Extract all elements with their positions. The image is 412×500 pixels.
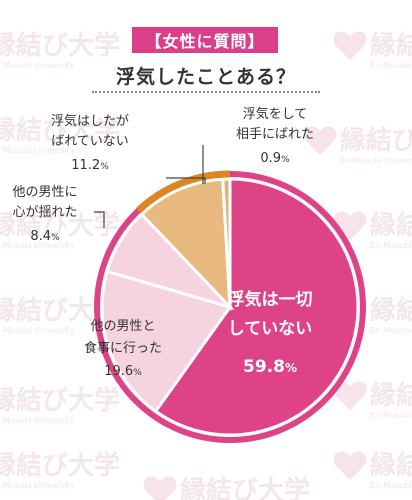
watermark-sub-text: En-Musubi University xyxy=(0,416,75,425)
watermark-tile: 縁結び大学En-Musubi University xyxy=(303,125,412,165)
watermark-tile: 縁結び大学En-Musubi University xyxy=(0,210,120,250)
watermark-logo-text: 縁結び大学 xyxy=(0,30,120,61)
heart-icon xyxy=(333,381,367,410)
pie-slice-1 xyxy=(153,177,360,437)
heart-icon xyxy=(143,476,177,500)
heart-icon xyxy=(333,451,367,480)
heart-icon xyxy=(333,31,367,60)
watermark-tile: 縁結び大学En-Musubi University xyxy=(0,450,120,490)
watermark-logo-text: 縁結び大学 xyxy=(370,380,412,411)
watermark-tile: 縁結び大学En-Musubi University xyxy=(333,450,412,490)
watermark-tile: 縁結び大学En-Musubi University xyxy=(333,210,412,250)
slice-label-line: 相手にばれた xyxy=(236,127,314,142)
watermark-tile: 縁結び大学En-Musubi University xyxy=(143,475,310,500)
title-divider xyxy=(92,91,320,93)
slice-label-line: 浮気はしたが xyxy=(51,113,129,129)
watermark-sub-text: En-Musubi University xyxy=(370,411,412,420)
watermark-tile: 縁結び大学En-Musubi University xyxy=(333,380,412,420)
watermark-sub-text: En-Musubi University xyxy=(0,146,75,155)
pie-highlight-arc xyxy=(135,170,231,214)
survey-question-title: 浮気したことある？ xyxy=(115,66,296,88)
watermark-sub-text: En-Musubi University xyxy=(370,481,412,490)
watermark-sub-text: En-Musubi University xyxy=(0,61,75,70)
slice-label-line: 浮気をして xyxy=(243,106,308,122)
heart-icon xyxy=(333,211,367,240)
watermark-logo-text: 縁結び大学 xyxy=(0,385,120,416)
watermark-logo-text: 縁結び大学 xyxy=(0,210,120,241)
watermark-logo-text: 縁結び大学 xyxy=(370,295,412,326)
watermark-tile: 縁結び大学En-Musubi University xyxy=(0,115,120,155)
watermark-logo-text: 縁結び大学 xyxy=(370,210,412,241)
watermark-logo-text: 縁結び大学 xyxy=(180,475,310,500)
watermark-tile: 縁結び大学En-Musubi University xyxy=(333,30,412,70)
watermark-sub-text: En-Musubi University xyxy=(370,326,412,335)
slice-label-line: 他の男性に xyxy=(12,185,77,200)
slice-value-label: 19.6% xyxy=(104,364,142,379)
slice-label-line: 他の男性と xyxy=(90,319,155,334)
question-category-tag: 【女性に質問】 xyxy=(132,27,278,53)
watermark-logo-text: 縁結び大学 xyxy=(0,115,120,146)
slice-label-line: 食事に行った xyxy=(84,340,162,356)
slice-label-line: 浮気は一切 xyxy=(228,289,313,310)
watermark-logo-text: 縁結び大学 xyxy=(370,450,412,481)
watermark-sub-text: En-Musubi University xyxy=(0,326,75,335)
pie-slice-2 xyxy=(100,269,233,414)
heart-icon xyxy=(303,126,337,155)
watermark-sub-text: En-Musubi University xyxy=(0,241,75,250)
slice-label-line: 心が揺れた xyxy=(12,205,77,220)
slice-value-label: 59.8% xyxy=(243,357,297,377)
slice-value-label: 0.9% xyxy=(260,151,290,166)
watermark-sub-text: En-Musubi University xyxy=(370,241,412,250)
slice-value-label: 11.2% xyxy=(71,158,109,173)
slice-label-line: していない xyxy=(228,319,313,339)
watermark-logo-text: 縁結び大学 xyxy=(0,450,120,481)
watermark-tile: 縁結び大学En-Musubi University xyxy=(0,385,120,425)
pie-slice-4 xyxy=(139,177,232,311)
pie-slice-5 xyxy=(221,177,232,308)
watermark-sub-text: En-Musubi University xyxy=(340,156,412,165)
slice-value-label: 8.4% xyxy=(30,229,60,244)
watermark-tile: 縁結び大学En-Musubi University xyxy=(0,30,120,70)
watermark-sub-text: En-Musubi University xyxy=(0,481,75,490)
slice-label-line: ばれていない xyxy=(51,134,129,149)
watermark-sub-text: En-Musubi University xyxy=(370,61,412,70)
watermark-logo-text: 縁結び大学 xyxy=(340,125,412,156)
watermark-logo-text: 縁結び大学 xyxy=(370,30,412,61)
leader-line-swayed xyxy=(94,211,105,228)
leader-line-hidden xyxy=(166,177,206,184)
